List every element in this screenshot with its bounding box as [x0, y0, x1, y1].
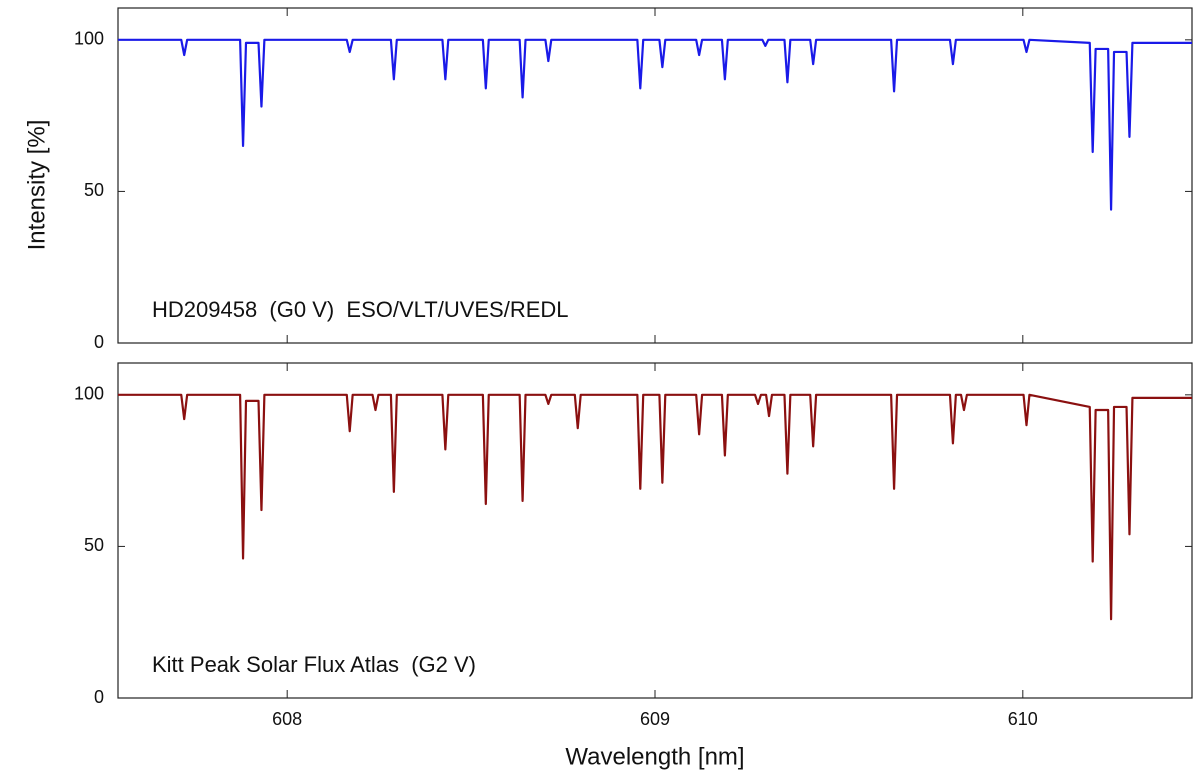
- y-tick-label: 0: [94, 687, 104, 707]
- y-tick-label: 0: [94, 332, 104, 352]
- x-tick-label: 610: [1008, 709, 1038, 729]
- y-tick-label: 100: [74, 29, 104, 49]
- y-axis-label: Intensity [%]: [23, 120, 50, 251]
- y-tick-label: 50: [84, 535, 104, 555]
- spectrum-line: [118, 393, 1192, 621]
- x-tick-label: 609: [640, 709, 670, 729]
- x-axis-label: Wavelength [nm]: [565, 743, 744, 770]
- plot-frame: [117, 7, 1193, 344]
- x-tick-label: 608: [272, 709, 302, 729]
- plot-frame: [117, 362, 1193, 699]
- y-tick-label: 50: [84, 180, 104, 200]
- spectrum-line: [118, 38, 1192, 211]
- panel-annotation: Kitt Peak Solar Flux Atlas (G2 V): [152, 652, 476, 677]
- y-tick-label: 100: [74, 384, 104, 404]
- panel-annotation: HD209458 (G0 V) ESO/VLT/UVES/REDL: [152, 297, 569, 322]
